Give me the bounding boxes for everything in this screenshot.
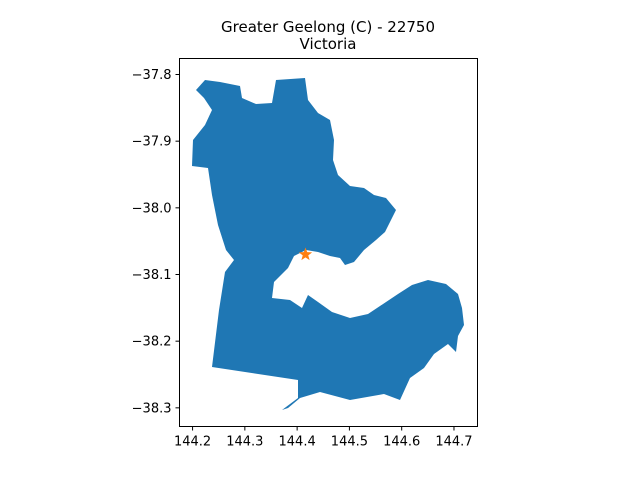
y-tick-label: −38.3 bbox=[132, 401, 172, 416]
x-tick-label: 144.6 bbox=[383, 435, 420, 450]
y-axis: −37.8 −37.9 −38.0 −38.1 −38.2 −38.3 bbox=[132, 68, 180, 416]
map-title: Greater Geelong (C) - 22750 bbox=[221, 18, 435, 36]
x-axis: 144.2 144.3 144.4 144.5 144.6 144.7 bbox=[174, 426, 473, 450]
region-shape bbox=[192, 78, 464, 410]
y-tick-label: −37.9 bbox=[132, 135, 172, 150]
plot-frame bbox=[179, 58, 478, 427]
x-tick-label: 144.5 bbox=[331, 435, 368, 450]
y-tick-label: −38.0 bbox=[132, 201, 172, 216]
x-tick-label: 144.4 bbox=[279, 435, 316, 450]
map-subtitle: Victoria bbox=[300, 35, 357, 53]
y-tick-label: −38.2 bbox=[132, 335, 172, 350]
star-icon bbox=[298, 247, 313, 261]
y-tick-label: −38.1 bbox=[132, 268, 172, 283]
plot-area: 144.2 144.3 144.4 144.5 144.6 144.7 −37.8−37.… bbox=[132, 58, 478, 450]
x-tick-label: 144.7 bbox=[435, 435, 472, 450]
x-tick-label: 144.2 bbox=[174, 435, 211, 450]
x-tick-label: 144.3 bbox=[226, 435, 263, 450]
y-tick-label: −37.8 bbox=[132, 68, 172, 83]
